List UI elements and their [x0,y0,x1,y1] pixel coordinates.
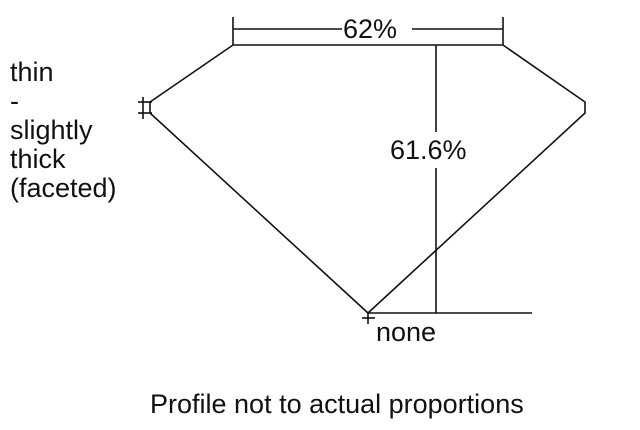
girdle-label-line: thick [10,144,66,174]
girdle-label-line: - [10,86,19,116]
girdle-label-line: slightly [10,115,93,145]
caption: Profile not to actual proportions [150,389,524,419]
girdle-label-line: thin [10,57,54,87]
table-percentage-label: 62% [343,14,398,44]
diamond-outline [149,44,586,315]
girdle-label-line: (faceted) [10,173,117,203]
girdle-label: thin - slightly thick (faceted) [10,58,117,203]
depth-percentage-label: 61.6% [390,135,467,165]
culet-label: none [376,317,437,347]
